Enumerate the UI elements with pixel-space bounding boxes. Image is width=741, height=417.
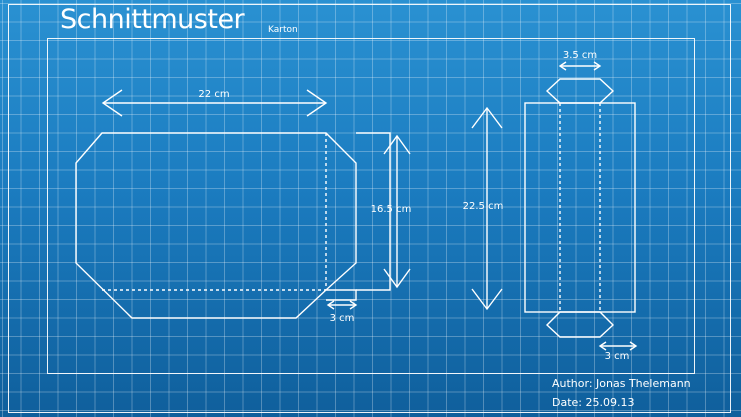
dim-side-flap-label: 3 cm [605, 351, 630, 362]
dim-side-flap-arrow-left [598, 341, 607, 351]
dim-width-arrow-left [101, 89, 123, 117]
dim-side-flap-arrow-right [629, 341, 638, 351]
date-label: Date: 25.09.13 [552, 396, 635, 409]
dim-height-arrow-bottom [383, 268, 411, 289]
side-panel-outline [524, 102, 636, 313]
page-title: Schnittmuster [60, 4, 245, 35]
outer-frame [8, 4, 731, 413]
author-label: Author: Jonas Thelemann [552, 377, 691, 390]
side-top-flap [545, 78, 615, 104]
dim-height-arrow-top [383, 134, 411, 155]
dim-side-width-arrow-right [593, 61, 602, 71]
dim-width-label: 22 cm [198, 89, 229, 100]
dim-side-width-arrow-left [558, 61, 567, 71]
glue-flap-outline [326, 289, 357, 301]
panel-extension [356, 132, 391, 291]
side-bottom-flap [545, 311, 615, 338]
dim-side-length-arrow-top [471, 106, 503, 129]
inner-frame [47, 38, 695, 374]
dim-height-label: 16.5 cm [371, 204, 412, 215]
dim-side-width-label: 3.5 cm [563, 50, 597, 61]
dim-side-length-arrow-bottom [471, 288, 503, 311]
dim-flap-label: 3 cm [330, 313, 355, 324]
dim-flap-arrow-right [349, 300, 358, 310]
left-panel-outline [75, 132, 357, 319]
dim-side-length-label: 22.5 cm [463, 201, 504, 212]
page-subtitle: Karton [268, 25, 298, 35]
dim-width-arrow-right [306, 89, 328, 117]
dim-flap-arrow-left [326, 300, 335, 310]
